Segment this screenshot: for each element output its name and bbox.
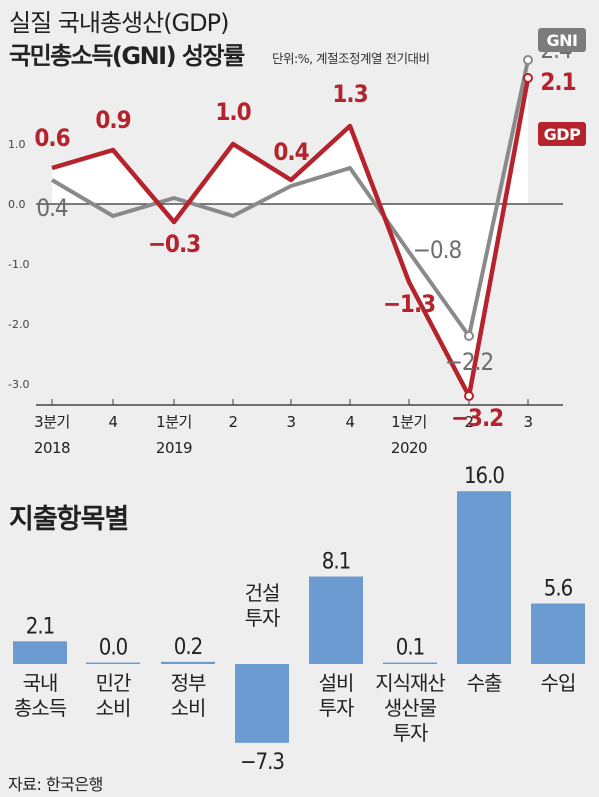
gni-point-marker — [464, 331, 474, 341]
x-tick-label: 3 — [286, 413, 295, 431]
bar-value-label: 16.0 — [464, 464, 504, 489]
gni-data-label: −0.8 — [413, 236, 462, 264]
source-note: 자료: 한국은행 — [8, 775, 103, 794]
gdp-data-label: 1.0 — [215, 98, 250, 126]
gdp-data-label: −3.2 — [451, 404, 503, 432]
gni-line — [50, 59, 530, 338]
gdp-data-label: −0.3 — [148, 230, 200, 258]
bar — [383, 662, 437, 664]
gdp-data-label: 0.4 — [273, 138, 309, 166]
x-tick-label: 1분기 — [156, 413, 192, 431]
y-tick-label: 0.0 — [8, 198, 26, 211]
bar-chart-title: 지출항목별 — [9, 504, 129, 535]
x-tick-label: 3분기 — [34, 413, 70, 431]
x-tick-label: 2 — [228, 413, 237, 431]
bar-category-label: 정부 — [171, 671, 206, 695]
y-tick-label: -3.0 — [8, 378, 29, 391]
bar-category-label: 지식재산 — [375, 671, 445, 695]
gdp-point-marker — [523, 73, 533, 83]
gdp-point-marker — [464, 391, 474, 401]
bar-category-label: 투자 — [245, 606, 280, 630]
bar-category-label: 생산물 — [384, 696, 437, 720]
x-tick-label: 4 — [108, 413, 117, 431]
gdp-data-label: 0.9 — [95, 106, 130, 134]
gdp-line — [51, 77, 531, 399]
x-tick-label: 3 — [523, 413, 532, 431]
bar-category-label: 수출 — [467, 671, 502, 695]
line-chart: 1.0 0.0 -1.0 -2.0 -3.0 3분기 4 1분기 2 3 4 1분기 2 3 2018 201… — [8, 28, 586, 457]
bar-category-label: 소비 — [96, 696, 131, 720]
chart-subtitle: 국민총소득(GNI) 성장률 — [9, 42, 245, 70]
chart-title: 실질 국내총생산(GDP) — [9, 9, 229, 37]
x-tick-label: 2 — [464, 413, 473, 431]
bar — [13, 641, 67, 664]
bar-category-label: 투자 — [393, 721, 428, 745]
bar-category-label: 총소득 — [14, 696, 67, 720]
x-tick-label: 4 — [345, 413, 354, 431]
gdp-data-label: 0.6 — [34, 124, 69, 152]
gdp-data-label: 2.1 — [540, 68, 575, 96]
bar-value-label: 0.1 — [396, 636, 424, 661]
y-tick-label: 1.0 — [8, 138, 26, 151]
bar-category-label: 투자 — [319, 696, 354, 720]
x-tick-label: 1분기 — [391, 413, 427, 431]
gni-legend-label: GNI — [547, 31, 578, 50]
bar-chart: 2.1국내총소득0.0민간소비0.2정부소비−7.3건설투자8.1설비투자0.1… — [13, 464, 585, 775]
gdp-data-label: 1.3 — [332, 80, 367, 108]
bar-category-label: 소비 — [171, 696, 206, 720]
bar-category-label: 설비 — [319, 671, 354, 695]
bar-value-label: 5.6 — [544, 577, 573, 602]
year-label: 2018 — [34, 439, 70, 457]
unit-note: 단위:%, 계절조정계열 전기대비 — [272, 51, 430, 66]
gni-data-label: 0.4 — [36, 194, 68, 222]
y-tick-label: -1.0 — [8, 258, 29, 271]
gni-legend-badge — [538, 28, 586, 52]
year-label: 2020 — [391, 439, 427, 457]
gdp-legend-label: GDP — [544, 125, 581, 144]
gni-point-marker — [523, 55, 533, 65]
gdp-data-label: −1.3 — [383, 290, 435, 318]
bar-value-label: 0.2 — [174, 635, 202, 660]
bar — [309, 576, 363, 664]
gni-data-label: −2.2 — [445, 348, 493, 376]
gdp-legend-badge — [538, 122, 586, 146]
bar-value-label: 2.1 — [26, 614, 54, 639]
bar-category-label: 국내 — [23, 671, 58, 695]
bar — [86, 662, 140, 664]
bar-value-label: 0.0 — [99, 636, 128, 661]
y-tick-label: -2.0 — [8, 318, 29, 331]
bar-category-label: 수입 — [541, 671, 576, 695]
bar — [531, 603, 585, 664]
year-label: 2019 — [156, 439, 192, 457]
bar — [161, 661, 215, 664]
bar-value-label: −7.3 — [240, 750, 284, 775]
bar-category-label: 민간 — [96, 671, 131, 695]
bar-category-label: 건설 — [245, 581, 280, 605]
bar — [235, 664, 289, 743]
bar-value-label: 8.1 — [322, 550, 350, 575]
gdp-area-fill — [52, 78, 528, 396]
bar — [457, 491, 511, 664]
